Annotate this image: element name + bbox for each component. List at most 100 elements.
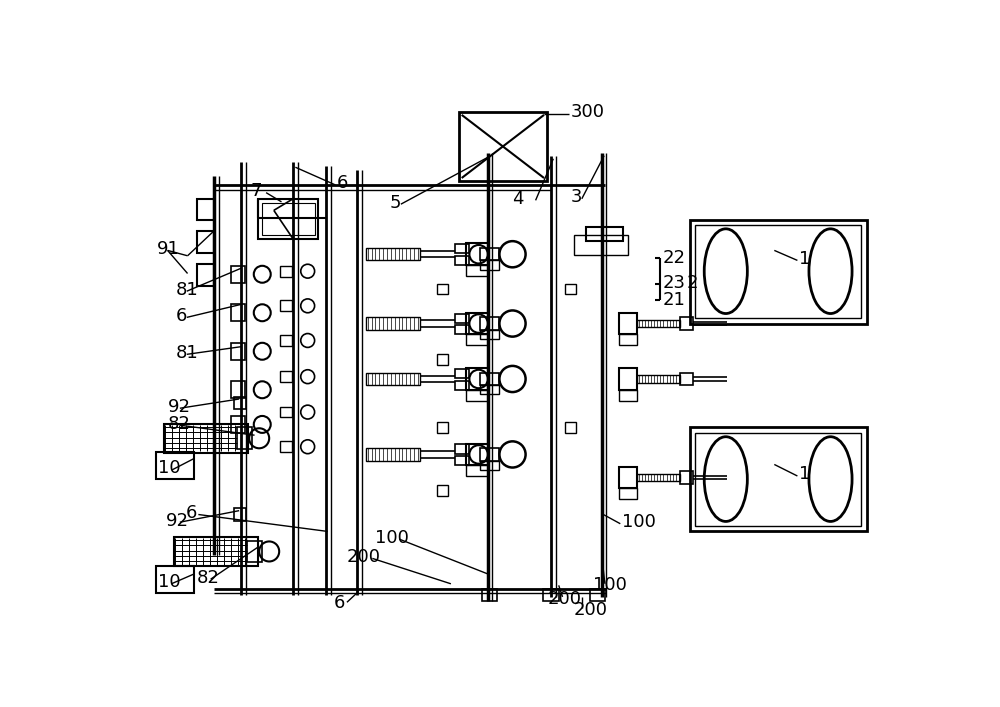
Text: 200: 200 <box>347 548 381 566</box>
Bar <box>480 373 499 385</box>
Bar <box>466 334 488 345</box>
Text: 200: 200 <box>547 590 581 608</box>
Bar <box>637 474 680 481</box>
Bar <box>574 235 628 255</box>
Bar <box>637 320 680 327</box>
Text: 81: 81 <box>176 344 199 362</box>
Bar <box>366 373 420 385</box>
Bar <box>280 441 292 452</box>
Text: 92: 92 <box>168 398 191 416</box>
Text: 23: 23 <box>663 274 686 293</box>
Bar <box>680 373 693 385</box>
Bar <box>455 313 469 323</box>
Bar <box>480 448 499 460</box>
Bar <box>480 329 499 339</box>
Bar <box>366 448 420 460</box>
Bar <box>455 369 469 378</box>
Bar <box>455 456 469 465</box>
Bar <box>680 317 693 329</box>
Text: 7: 7 <box>251 182 262 200</box>
Bar <box>619 390 637 401</box>
Text: 1: 1 <box>799 250 810 268</box>
Bar <box>480 317 499 329</box>
Bar <box>231 343 245 360</box>
Bar <box>690 428 867 532</box>
Bar <box>543 589 559 601</box>
Bar <box>455 256 469 265</box>
Bar <box>280 300 292 311</box>
Bar <box>455 380 469 390</box>
Bar <box>586 227 623 241</box>
Text: 200: 200 <box>574 601 608 619</box>
Bar <box>231 381 245 398</box>
Bar <box>437 485 448 496</box>
Bar <box>280 407 292 417</box>
Bar <box>480 248 499 260</box>
Bar <box>280 335 292 346</box>
Bar <box>455 244 469 254</box>
Text: 6: 6 <box>337 175 348 192</box>
Bar <box>258 199 318 239</box>
Bar <box>197 231 214 252</box>
Bar <box>565 422 576 433</box>
Bar <box>247 541 262 562</box>
Text: 10: 10 <box>158 573 181 591</box>
Text: 100: 100 <box>622 513 656 531</box>
Text: 100: 100 <box>375 529 409 547</box>
Bar <box>482 589 497 601</box>
Bar <box>156 452 194 479</box>
Bar <box>280 266 292 276</box>
Bar <box>466 312 488 334</box>
Bar <box>231 304 245 321</box>
Bar <box>480 385 499 395</box>
Bar <box>619 489 637 499</box>
Bar <box>437 422 448 433</box>
Bar <box>234 508 246 520</box>
Bar <box>197 199 214 221</box>
Bar <box>466 390 488 401</box>
Text: 6: 6 <box>176 307 187 325</box>
Bar <box>695 225 861 318</box>
Bar <box>695 433 861 526</box>
Bar <box>466 243 488 265</box>
Bar <box>459 112 547 181</box>
Text: 4: 4 <box>512 189 524 208</box>
Bar <box>619 334 637 345</box>
Text: 300: 300 <box>571 103 605 121</box>
Text: 100: 100 <box>593 576 627 595</box>
Bar <box>231 416 245 433</box>
Bar <box>466 368 488 390</box>
Bar <box>690 220 867 324</box>
Bar <box>455 325 469 334</box>
Bar <box>366 248 420 260</box>
Bar <box>156 566 194 593</box>
Bar <box>234 397 246 409</box>
Bar <box>466 444 488 465</box>
Bar <box>366 317 420 329</box>
Text: 6: 6 <box>334 594 345 612</box>
Bar <box>480 260 499 269</box>
Bar <box>619 368 637 390</box>
Text: 1: 1 <box>799 465 810 484</box>
Text: 5: 5 <box>389 194 401 211</box>
Bar <box>565 284 576 294</box>
Text: 91: 91 <box>157 240 180 258</box>
Text: 21: 21 <box>663 291 686 310</box>
Bar <box>455 445 469 454</box>
Bar <box>237 428 252 449</box>
Text: 22: 22 <box>663 249 686 267</box>
Text: 92: 92 <box>166 512 189 530</box>
Bar <box>164 423 248 453</box>
Text: 10: 10 <box>158 460 181 477</box>
Bar <box>437 354 448 365</box>
Text: 6: 6 <box>185 504 197 522</box>
Bar <box>619 312 637 334</box>
Bar <box>231 266 245 283</box>
Bar <box>637 375 680 382</box>
Text: 81: 81 <box>176 281 199 298</box>
Text: 3: 3 <box>570 188 582 206</box>
Bar <box>262 203 315 235</box>
Bar <box>590 589 605 601</box>
Bar <box>197 264 214 286</box>
Bar <box>437 284 448 294</box>
